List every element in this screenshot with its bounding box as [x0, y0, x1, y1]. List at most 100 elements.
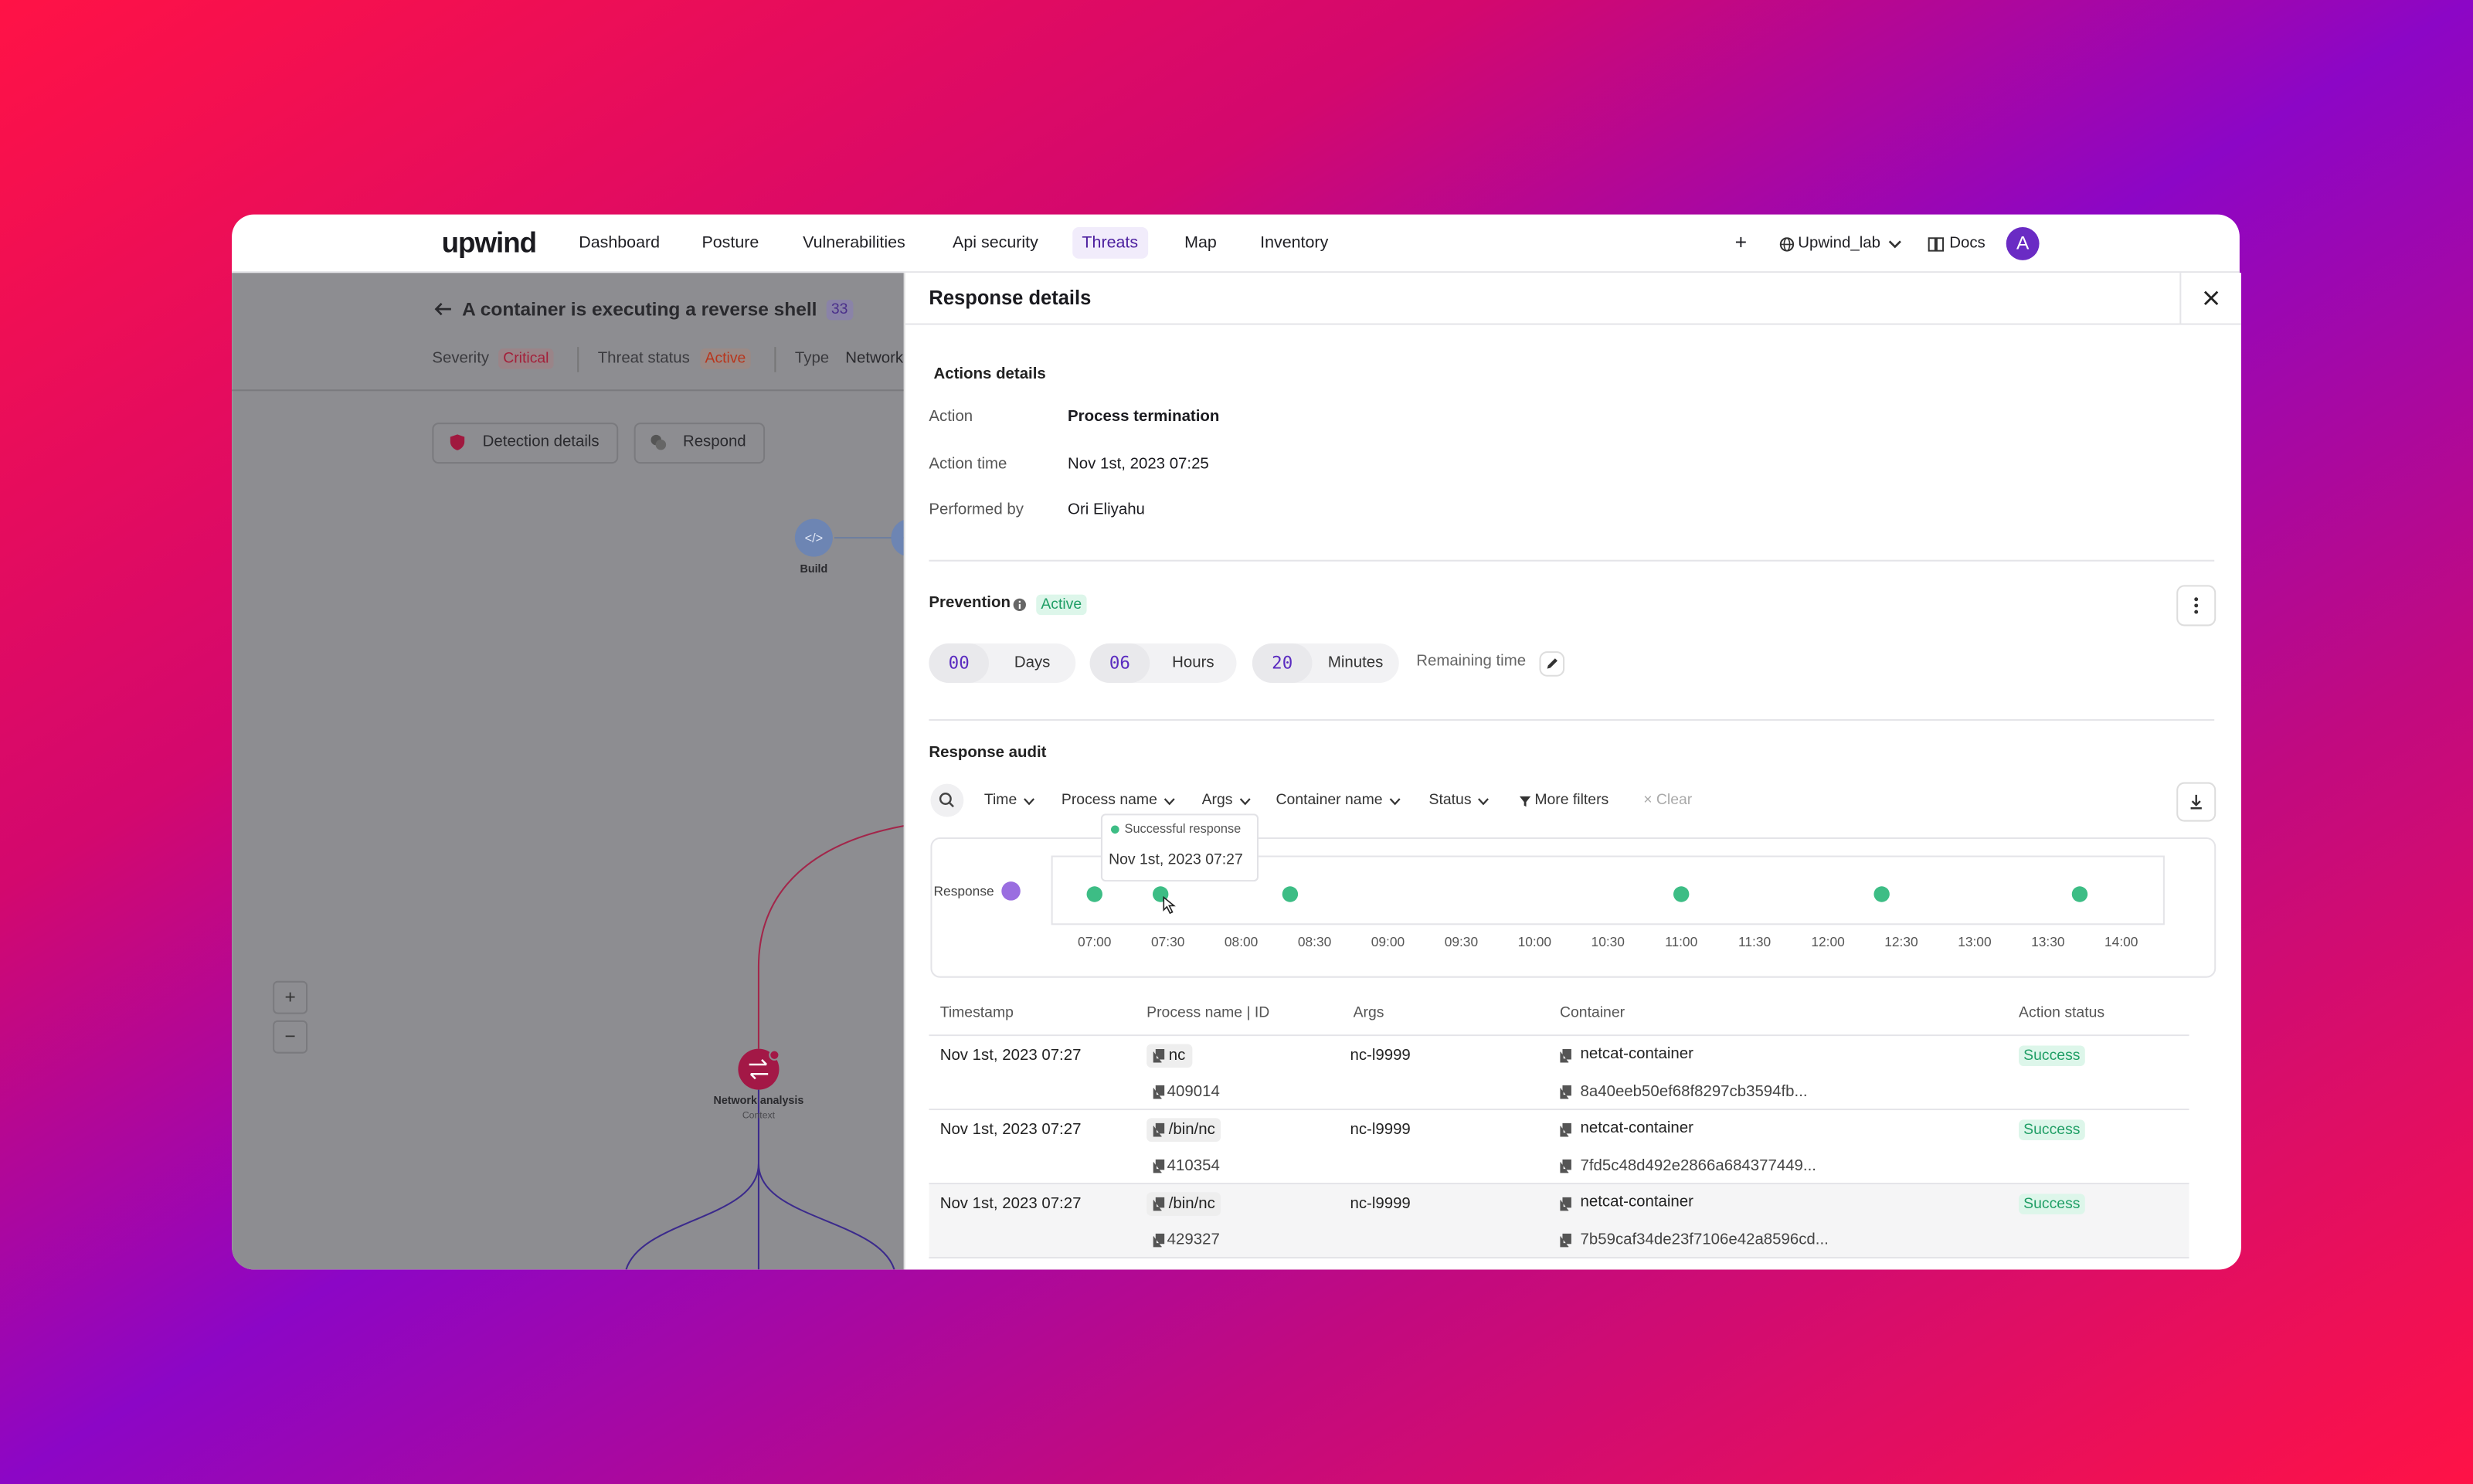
event-dot[interactable] — [1086, 886, 1102, 902]
field-label: Performed by — [929, 501, 1024, 519]
more-filters[interactable]: More filters — [1534, 791, 1609, 810]
file-shape — [1560, 1233, 1571, 1248]
response-icon — [1001, 881, 1021, 901]
docs-link[interactable]: Docs — [1949, 235, 1986, 253]
node-label: Network analysis — [713, 1095, 804, 1108]
threat-title: A container is executing a reverse shell — [462, 297, 817, 321]
globe-icon — [1779, 237, 1795, 252]
type: Network — [845, 350, 904, 368]
chevron-path — [1163, 798, 1175, 806]
file-icon — [1560, 1122, 1571, 1137]
clear-filters[interactable]: × Clear — [1643, 791, 1693, 810]
chevron — [1163, 798, 1175, 806]
filter[interactable]: Status — [1429, 790, 1489, 811]
zoom-out[interactable]: − — [273, 1020, 308, 1054]
event-dot[interactable] — [1673, 886, 1690, 902]
logo[interactable]: upwind — [441, 226, 537, 259]
container-id: 8a40eeb50ef68f8297cb3594fb... — [1580, 1083, 1808, 1101]
event-dot[interactable] — [1873, 886, 1890, 902]
timeline-box — [930, 837, 2217, 978]
respond-button[interactable] — [634, 423, 766, 464]
edit-button[interactable] — [1539, 651, 1565, 677]
timer-unit: Days — [1014, 654, 1051, 672]
event-dot[interactable] — [2071, 886, 2088, 902]
event-dot[interactable] — [1282, 886, 1299, 902]
svg-text:</>: </> — [805, 531, 824, 545]
timer-unit: Minutes — [1327, 654, 1384, 672]
filter[interactable]: Time — [984, 790, 1034, 811]
nav-item[interactable]: Api security — [953, 233, 1038, 253]
file-icon — [1153, 1233, 1165, 1248]
time-tick: 09:00 — [1371, 934, 1405, 949]
table-row — [929, 1036, 2189, 1111]
info-icon — [1013, 598, 1026, 612]
container-id: 7fd5c48d492e2866a684377449... — [1580, 1157, 1816, 1175]
container: netcat-container — [1580, 1119, 1693, 1137]
file-shape — [1560, 1122, 1571, 1137]
column-header: Container — [1559, 1004, 1625, 1022]
time-tick: 13:30 — [2031, 934, 2064, 949]
divider — [774, 347, 776, 372]
field-label: Action — [929, 408, 973, 426]
cursor — [1163, 895, 1176, 915]
column-header: Timestamp — [939, 1004, 1014, 1022]
column-header: Process name | ID — [1146, 1004, 1270, 1022]
time-tick: 12:30 — [1884, 934, 1918, 949]
detection-button[interactable] — [432, 423, 619, 464]
add-button[interactable]: + — [1734, 230, 1748, 254]
download-button[interactable] — [2176, 782, 2217, 822]
filter[interactable]: Process name — [1062, 790, 1175, 811]
timer-value: 00 — [929, 643, 989, 683]
file-shape — [1560, 1159, 1571, 1173]
node-sublabel: Context — [742, 1112, 776, 1122]
timer-value: 06 — [1089, 643, 1150, 683]
time-tick: 10:00 — [1518, 934, 1551, 949]
chevron — [1388, 798, 1400, 806]
nav-item[interactable]: Inventory — [1260, 233, 1329, 253]
button-label: Respond — [682, 433, 746, 451]
avatar[interactable]: A — [2006, 226, 2040, 260]
tooltip: Successful response Nov 1st, 2023 07:27 — [1100, 813, 1259, 882]
nav-item[interactable]: Map — [1184, 233, 1217, 253]
field-value: Ori Eliyahu — [1068, 501, 1145, 519]
chevron-path — [1238, 798, 1250, 806]
header-border — [929, 1034, 2189, 1037]
nav-item[interactable]: Threats — [1072, 226, 1148, 259]
divider — [905, 323, 2241, 325]
filter[interactable]: Container name — [1276, 790, 1400, 811]
search-button[interactable] — [930, 783, 964, 817]
container: netcat-container — [1580, 1194, 1693, 1211]
pid: 429327 — [1167, 1231, 1220, 1249]
book-icon — [1928, 237, 1945, 252]
file-icon — [1560, 1085, 1571, 1099]
response-panel: Response details Actions details Prevent… — [903, 273, 2241, 1270]
back-arrow[interactable] — [433, 301, 452, 317]
field-value: Nov 1st, 2023 07:25 — [1068, 454, 1209, 473]
status: Active — [700, 348, 751, 369]
workspace[interactable]: Upwind_lab — [1798, 235, 1880, 253]
nav-item[interactable]: Posture — [701, 233, 759, 253]
nav-item[interactable]: Dashboard — [579, 233, 661, 253]
pid: 409014 — [1167, 1083, 1220, 1101]
file-icon — [1153, 1048, 1165, 1063]
zoom-in[interactable]: + — [273, 980, 308, 1014]
time-tick: 08:00 — [1225, 934, 1258, 949]
close-button[interactable] — [2179, 273, 2241, 324]
filter[interactable]: Args — [1202, 790, 1250, 811]
chevron — [1023, 798, 1034, 806]
time-tick: 12:00 — [1811, 934, 1844, 949]
nav-item[interactable]: Vulnerabilities — [803, 233, 905, 253]
section-title: Response audit — [929, 744, 1047, 762]
time-tick: 11:30 — [1738, 934, 1771, 949]
node-label: Build — [800, 564, 828, 576]
time-tick: 09:30 — [1445, 934, 1478, 949]
time-tick: 11:00 — [1665, 934, 1697, 949]
threat-page: A container is executing a reverse shell… — [232, 273, 904, 1270]
time-tick: 07:30 — [1151, 934, 1184, 949]
file-shape — [1153, 1122, 1165, 1137]
more-button[interactable] — [2176, 585, 2217, 627]
timeline: Response 07:00 07:30 08:00 08:30 09:00 09:30 10… — [934, 855, 2165, 949]
timer-value: 20 — [1252, 643, 1313, 683]
type-label: Type — [794, 350, 830, 368]
